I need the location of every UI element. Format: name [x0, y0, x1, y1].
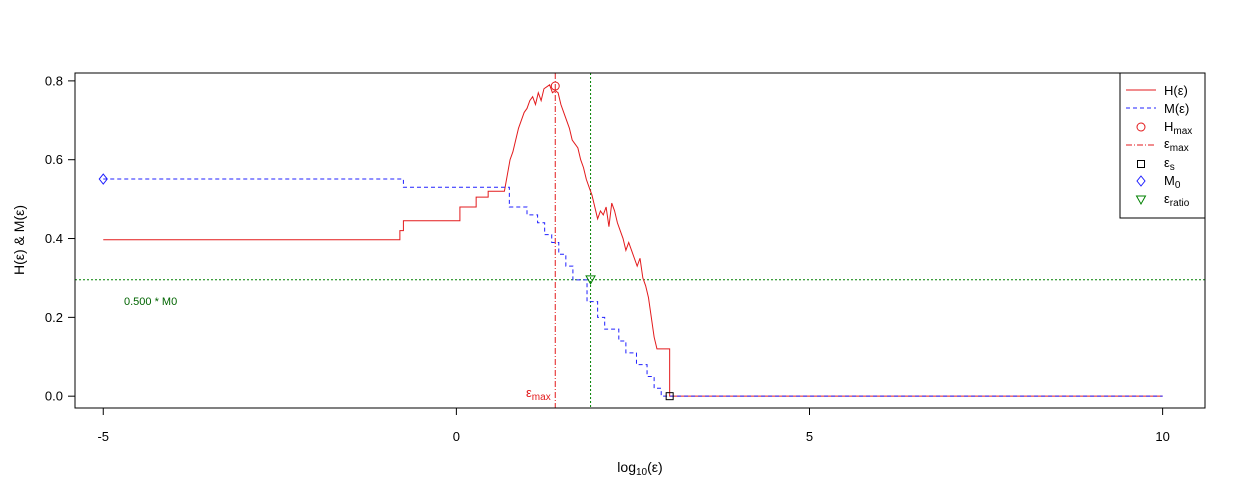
- y-tick-label: 0.0: [45, 389, 63, 404]
- y-tick-label: 0.4: [45, 231, 63, 246]
- series-m-line: [103, 178, 1163, 397]
- legend-label-m0: M0: [1164, 173, 1181, 191]
- x-tick-label: -5: [97, 429, 109, 444]
- y-tick-label: 0.8: [45, 73, 63, 88]
- x-axis: -5 0 5 10: [97, 407, 1170, 444]
- marker-hmax: [550, 81, 560, 91]
- x-tick-label: 5: [806, 429, 813, 444]
- y-axis: 0.0 0.2 0.4 0.6 0.8: [45, 73, 76, 404]
- legend-key-m0: [1136, 175, 1146, 187]
- legend-label-hmax: Hmax: [1164, 119, 1192, 137]
- plot-layer: [75, 73, 1205, 408]
- legend-key-epss: [1137, 160, 1145, 168]
- x-axis-title: log10(ε): [617, 459, 662, 478]
- legend-label-epss: εs: [1164, 155, 1175, 173]
- legend-box: [1119, 72, 1206, 219]
- y-tick-label: 0.6: [45, 152, 63, 167]
- marker-m0: [98, 173, 108, 185]
- legend-label-m: M(ε): [1164, 101, 1189, 116]
- marker-eps-s: [665, 392, 674, 401]
- ratio-annotation: 0.500 * M0: [124, 296, 177, 308]
- legend-key-hmax: [1136, 122, 1146, 132]
- y-axis-title: H(ε) & M(ε): [11, 205, 27, 275]
- x-tick-label: 10: [1155, 429, 1169, 444]
- legend-label-h: H(ε): [1164, 83, 1188, 98]
- series-h-line: [103, 84, 1163, 397]
- marker-eps-ratio: [585, 275, 596, 285]
- eps-max-annotation: εmax: [526, 385, 551, 403]
- legend: H(ε) M(ε) Hmax εmax εs M0 εratio: [1119, 72, 1206, 219]
- plot-frame: [74, 72, 1206, 409]
- legend-label-epsratio: εratio: [1164, 191, 1190, 209]
- legend-label-epsmax: εmax: [1164, 136, 1189, 154]
- legend-key-epsratio: [1135, 195, 1147, 206]
- x-tick-label: 0: [453, 429, 460, 444]
- y-tick-label: 0.2: [45, 310, 63, 325]
